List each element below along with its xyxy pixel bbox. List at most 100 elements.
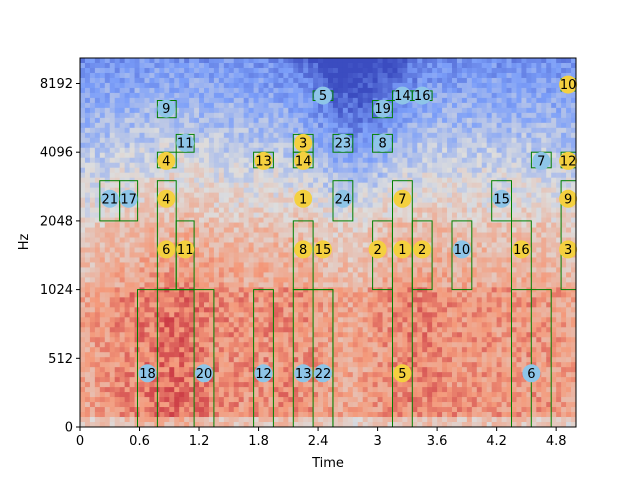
heatmap-cell xyxy=(199,222,205,228)
heatmap-cell xyxy=(109,357,116,363)
heatmap-cell xyxy=(328,282,334,288)
heatmap-cell xyxy=(387,387,393,393)
heatmap-cell xyxy=(402,162,408,169)
heatmap-cell xyxy=(218,132,225,139)
heatmap-cell xyxy=(352,82,359,89)
heatmap-cell xyxy=(194,312,200,318)
heatmap-cell xyxy=(293,212,299,218)
heatmap-cell xyxy=(243,257,250,263)
heatmap-cell xyxy=(233,187,240,194)
heatmap-cell xyxy=(233,107,240,114)
heatmap-cell xyxy=(129,58,135,64)
heatmap-cell xyxy=(412,58,418,64)
heatmap-cell xyxy=(253,297,259,303)
heatmap-cell xyxy=(238,387,245,393)
heatmap-cell xyxy=(124,142,130,149)
heatmap-cell xyxy=(124,237,130,243)
heatmap-cell xyxy=(278,402,284,408)
heatmap-cell xyxy=(144,257,150,263)
heatmap-cell xyxy=(412,67,418,74)
heatmap-cell xyxy=(109,417,116,423)
heatmap-cell xyxy=(99,297,106,303)
heatmap-cell xyxy=(84,177,91,184)
heatmap-cell xyxy=(392,407,398,413)
heatmap-cell xyxy=(407,207,413,213)
heatmap-cell xyxy=(199,102,205,109)
heatmap-cell xyxy=(243,127,250,134)
heatmap-cell xyxy=(174,402,180,408)
heatmap-cell xyxy=(352,317,359,323)
heatmap-cell xyxy=(293,307,299,313)
heatmap-cell xyxy=(144,222,150,228)
heatmap-cell xyxy=(323,72,329,79)
heatmap-cell xyxy=(119,132,126,139)
heatmap-cell xyxy=(347,277,354,283)
heatmap-cell xyxy=(199,282,205,288)
heatmap-cell xyxy=(248,177,254,184)
heatmap-cell xyxy=(328,227,334,233)
heatmap-cell xyxy=(332,132,339,139)
heatmap-cell xyxy=(99,267,106,273)
heatmap-cell xyxy=(298,327,304,333)
heatmap-cell xyxy=(154,87,160,94)
heatmap-cell xyxy=(184,297,190,303)
heatmap-cell xyxy=(174,307,180,313)
heatmap-cell xyxy=(233,142,240,149)
heatmap-cell xyxy=(84,322,91,328)
heatmap-cell xyxy=(223,422,230,428)
heatmap-cell xyxy=(149,317,155,323)
heatmap-cell xyxy=(124,387,130,393)
heatmap-cell xyxy=(194,222,200,228)
heatmap-cell xyxy=(184,87,190,94)
heatmap-cell xyxy=(303,347,309,353)
heatmap-cell xyxy=(412,147,418,154)
heatmap-cell xyxy=(184,237,190,243)
heatmap-cell xyxy=(377,332,383,338)
heatmap-cell xyxy=(293,77,299,84)
heatmap-cell xyxy=(402,307,408,313)
heatmap-cell xyxy=(223,362,230,368)
heatmap-cell xyxy=(298,352,304,358)
heatmap-cell xyxy=(382,207,388,213)
heatmap-cell xyxy=(184,217,190,223)
heatmap-cell xyxy=(174,277,180,283)
heatmap-cell xyxy=(407,67,413,74)
heatmap-cell xyxy=(402,282,408,288)
heatmap-cell xyxy=(313,342,319,348)
heatmap-cell xyxy=(194,72,200,79)
heatmap-cell xyxy=(253,87,259,94)
heatmap-cell xyxy=(263,102,269,109)
heatmap-cell xyxy=(124,117,130,124)
heatmap-cell xyxy=(204,167,210,174)
heatmap-cell xyxy=(218,252,225,258)
heatmap-cell xyxy=(362,157,369,164)
heatmap-cell xyxy=(412,182,418,189)
heatmap-cell xyxy=(184,82,190,89)
heatmap-cell xyxy=(342,92,349,99)
heatmap-cell xyxy=(119,147,126,154)
heatmap-cell xyxy=(164,312,170,318)
heatmap-cell xyxy=(283,372,289,378)
heatmap-cell xyxy=(323,117,329,124)
heatmap-cell xyxy=(114,237,121,243)
heatmap-cell xyxy=(223,152,230,159)
heatmap-cell xyxy=(184,322,190,328)
heatmap-cell xyxy=(223,352,230,358)
heatmap-cell xyxy=(382,307,388,313)
heatmap-cell xyxy=(407,152,413,159)
heatmap-cell xyxy=(347,357,354,363)
heatmap-cell xyxy=(179,87,185,94)
heatmap-cell xyxy=(89,127,96,134)
heatmap-cell xyxy=(169,267,175,273)
heatmap-cell xyxy=(179,387,185,393)
heatmap-cell xyxy=(273,112,279,119)
heatmap-cell xyxy=(308,357,314,363)
heatmap-cell xyxy=(253,327,259,333)
heatmap-cell xyxy=(139,302,145,308)
heatmap-cell xyxy=(194,182,200,189)
heatmap-cell xyxy=(144,217,150,223)
heatmap-cell xyxy=(357,58,364,64)
heatmap-cell xyxy=(392,252,398,258)
heatmap-cell xyxy=(94,342,101,348)
heatmap-cell xyxy=(318,58,324,64)
